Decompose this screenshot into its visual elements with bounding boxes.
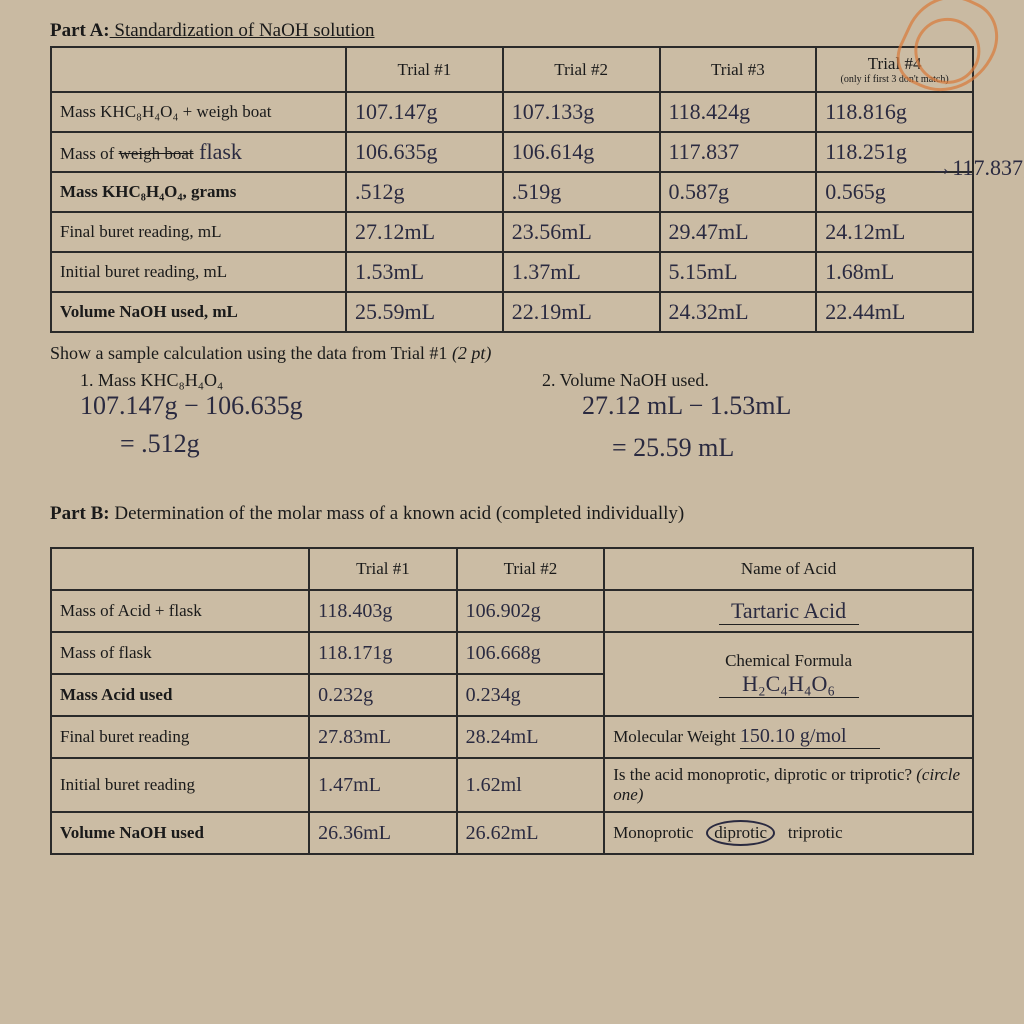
sample-calc-block: Show a sample calculation using the data…: [50, 343, 974, 463]
table-row: Mass of flask 118.171g 106.668g Chemical…: [51, 632, 973, 674]
table-row: Initial buret reading, mL 1.53mL 1.37mL …: [51, 252, 973, 292]
part-a-table: Trial #1 Trial #2 Trial #3 Trial #4(only…: [50, 46, 974, 333]
table-row: Final buret reading, mL 27.12mL 23.56mL …: [51, 212, 973, 252]
part-b-title: Part B: Determination of the molar mass …: [50, 503, 974, 525]
calc2-label: 2. Volume NaOH used.: [542, 370, 974, 391]
part-b-table: Trial #1 Trial #2 Name of Acid Mass of A…: [50, 547, 974, 855]
calc1-label: 1. Mass KHC₈H₄O₄: [80, 370, 482, 391]
table-row: Initial buret reading 1.47mL 1.62ml Is t…: [51, 758, 973, 812]
table-row: Volume NaOH used, mL 25.59mL 22.19mL 24.…: [51, 292, 973, 332]
protic-option: Monoprotic: [613, 823, 693, 842]
table-row: Mass of weigh boat flask 106.635g 106.61…: [51, 132, 973, 172]
calc2-line2: = 25.59 mL: [612, 433, 974, 463]
part-a-title: Part A: Standardization of NaOH solution: [50, 20, 974, 42]
calc1-line2: = .512g: [120, 429, 482, 459]
table-row: Volume NaOH used 26.36mL 26.62mL Monopro…: [51, 812, 973, 854]
side-annotation: →117.837g: [930, 155, 1024, 181]
protic-option: triprotic: [788, 823, 843, 842]
calc1-line1: 107.147g − 106.635g: [80, 391, 482, 421]
protic-option-circled: diprotic: [706, 820, 775, 846]
table-row: Mass KHC₈H₄O₄, grams .512g .519g 0.587g …: [51, 172, 973, 212]
table-header-row: Trial #1 Trial #2 Name of Acid: [51, 548, 973, 590]
table-row: Mass of Acid + flask 118.403g 106.902g T…: [51, 590, 973, 632]
calc2-line1: 27.12 mL − 1.53mL: [582, 391, 974, 421]
table-row: Mass KHC₈H₄O₄ + weigh boat 107.147g 107.…: [51, 92, 973, 132]
table-row: Final buret reading 27.83mL 28.24mL Mole…: [51, 716, 973, 758]
table-header-row: Trial #1 Trial #2 Trial #3 Trial #4(only…: [51, 47, 973, 92]
